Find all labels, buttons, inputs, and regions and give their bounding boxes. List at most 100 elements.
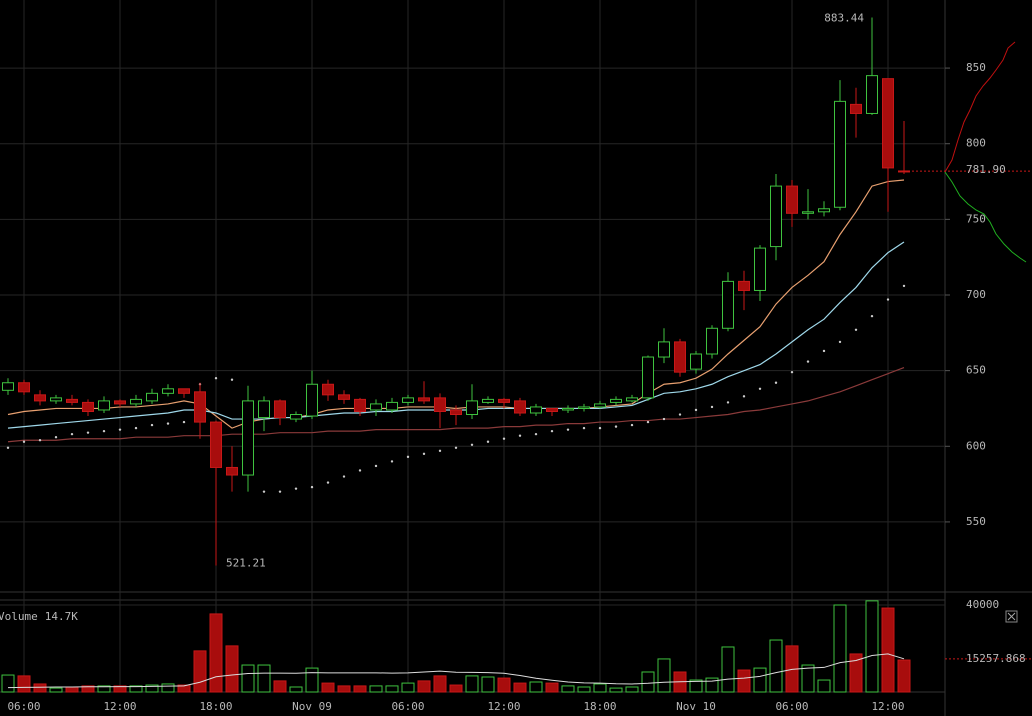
sar-dot (662, 417, 666, 421)
candle-body (674, 341, 686, 373)
candle-body (418, 397, 430, 402)
y-tick-label: 550 (966, 515, 986, 528)
volume-bar (513, 682, 527, 693)
sar-dot (310, 485, 314, 489)
candle-body (466, 400, 478, 416)
sar-dot (214, 377, 218, 380)
sar-dot (342, 475, 346, 478)
sar-dot (870, 314, 874, 318)
sar-dot (166, 422, 170, 425)
sar-dot (454, 446, 458, 449)
volume-bar (161, 683, 175, 693)
volume-bar (801, 664, 815, 693)
volume-bar (385, 685, 399, 693)
sar-dot (694, 408, 698, 412)
candle-body (850, 103, 862, 114)
sar-dot (230, 378, 234, 381)
volume-bar (33, 683, 47, 693)
candle-body (498, 398, 510, 403)
sar-dot (614, 425, 618, 428)
close-button[interactable] (1005, 610, 1018, 623)
volume-bar (657, 658, 671, 693)
sar-dot (518, 434, 522, 437)
volume-bar (737, 669, 751, 693)
sar-dot (678, 413, 682, 416)
candle-body (786, 185, 798, 214)
y-tick-label: 40000 (966, 598, 999, 611)
candle-body (290, 414, 302, 420)
sar-dot (742, 395, 746, 398)
sar-dot (102, 429, 106, 433)
volume-bar (81, 685, 95, 693)
sar-dot (758, 387, 762, 390)
candle-body (706, 327, 718, 355)
candle-body (562, 407, 574, 411)
sar-dot (326, 481, 330, 484)
candle-body (834, 100, 846, 208)
volume-bar (241, 664, 255, 693)
volume-bar (17, 675, 31, 693)
volume-bar (561, 685, 575, 693)
volume-bar (209, 613, 223, 693)
last-price-label: 781.90 (966, 163, 1006, 176)
y-tick-label: 650 (966, 364, 986, 377)
sar-dot (806, 360, 810, 363)
candle-body (114, 400, 126, 405)
volume-bar (577, 686, 591, 693)
candle-body (738, 280, 750, 291)
candle-body (658, 341, 670, 358)
close-cross[interactable] (1007, 612, 1016, 621)
candle-body (626, 397, 638, 402)
volume-bar (529, 681, 543, 693)
sar-dot (822, 349, 826, 353)
sar-dot (630, 423, 634, 427)
candle-body (530, 406, 542, 414)
x-tick-label: 06:00 (775, 700, 808, 713)
candle-body (50, 397, 62, 402)
candle-body (882, 78, 894, 169)
volume-bar (481, 676, 495, 693)
sar-dot (534, 432, 538, 436)
close-box[interactable] (1005, 610, 1018, 623)
depth-bids-line (944, 41, 1016, 173)
sar-dot (374, 464, 378, 468)
candle-body (274, 400, 286, 419)
candle-body (818, 208, 830, 213)
volume-bar (337, 685, 351, 693)
candle-body (370, 403, 382, 411)
candle-body (578, 406, 590, 409)
volume-bar (369, 685, 383, 693)
sar-dot (438, 449, 442, 453)
sar-dot (486, 440, 490, 443)
sar-dot (854, 328, 858, 331)
candle-body (722, 280, 734, 329)
volume-bar (641, 671, 655, 693)
x-tick-label: 06:00 (7, 700, 40, 713)
sar-dot (38, 439, 42, 442)
candle-body (210, 421, 222, 468)
sar-dot (790, 370, 794, 374)
candle-body (146, 392, 158, 402)
volume-bar (97, 685, 111, 693)
x-tick-label: 18:00 (199, 700, 232, 713)
sar-dot (566, 428, 570, 431)
volume-bar (289, 686, 303, 693)
sar-dot (278, 490, 282, 493)
volume-bar (545, 682, 559, 693)
y-tick-label: 750 (966, 212, 986, 225)
candle-body (34, 394, 46, 402)
candle-body (690, 353, 702, 370)
volume-bar (753, 667, 767, 693)
sar-dot (70, 432, 74, 436)
candle-body (226, 466, 238, 476)
candle-body (770, 185, 782, 248)
volume-bar (305, 667, 319, 693)
x-tick-label: 18:00 (583, 700, 616, 713)
sar-dot (646, 420, 650, 424)
sar-dot (6, 446, 10, 449)
volume-bar (593, 683, 607, 693)
sar-dot (582, 426, 586, 430)
high-label: 883.44 (824, 11, 864, 24)
depth-asks-line (944, 171, 1027, 263)
candle-body (162, 388, 174, 394)
